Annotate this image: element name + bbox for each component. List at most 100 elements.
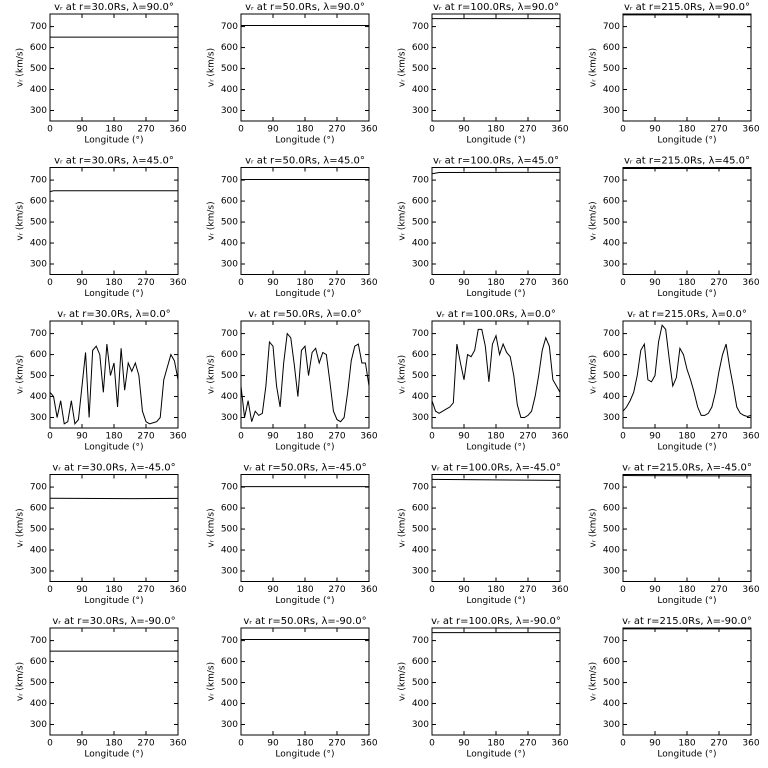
y-axis-label: vᵣ (km/s): [207, 48, 217, 87]
panel-title: vᵣ at r=100.0Rs, λ=0.0°: [436, 309, 556, 320]
y-tick-label: 300: [30, 106, 47, 116]
y-tick-label: 300: [603, 567, 620, 577]
x-tick-label: 270: [137, 585, 154, 595]
y-tick-label: 400: [30, 699, 47, 709]
x-tick-label: 90: [458, 432, 470, 442]
x-axis-label: Longitude (°): [657, 136, 716, 146]
y-tick-label: 300: [221, 106, 238, 116]
x-tick-label: 360: [551, 739, 568, 749]
y-axis-label: vᵣ (km/s): [16, 48, 26, 87]
x-tick-label: 90: [649, 585, 661, 595]
x-tick-label: 360: [551, 432, 568, 442]
y-tick-label: 600: [412, 43, 429, 53]
x-tick-label: 180: [296, 432, 313, 442]
y-tick-label: 600: [412, 504, 429, 514]
y-tick-label: 600: [412, 197, 429, 207]
y-tick-label: 600: [412, 657, 429, 667]
y-tick-label: 300: [30, 720, 47, 730]
y-tick-label: 500: [30, 218, 47, 228]
panel-title: vᵣ at r=50.0Rs, λ=0.0°: [248, 309, 361, 320]
x-tick-label: 180: [487, 125, 504, 135]
x-tick-label: 360: [742, 585, 759, 595]
y-tick-label: 500: [412, 678, 429, 688]
x-tick-label: 90: [649, 125, 661, 135]
y-tick-label: 600: [603, 504, 620, 514]
y-tick-label: 300: [412, 413, 429, 423]
y-axis-label: vᵣ (km/s): [589, 508, 599, 547]
plot-frame: [622, 627, 752, 736]
x-tick-label: 0: [47, 278, 53, 288]
panel: vᵣ at r=100.0Rs, λ=-90.0° Longitude (°) vᵣ…: [398, 616, 569, 760]
panel: vᵣ at r=50.0Rs, λ=90.0° Longitude (°) vᵣ (…: [207, 2, 378, 146]
x-axis-label: Longitude (°): [466, 443, 525, 453]
y-tick-label: 500: [30, 678, 47, 688]
data-line: [431, 328, 561, 419]
plot-frame: [240, 474, 370, 582]
y-tick-label: 400: [412, 85, 429, 95]
y-tick-label: 400: [412, 392, 429, 402]
x-tick-label: 360: [742, 739, 759, 749]
y-tick-label: 300: [412, 720, 429, 730]
y-axis-label: vᵣ (km/s): [589, 201, 599, 240]
y-axis-label: vᵣ (km/s): [398, 662, 408, 701]
panel-title: vᵣ at r=30.0Rs, λ=90.0°: [54, 2, 174, 13]
x-tick-label: 90: [458, 585, 470, 595]
y-tick-label: 700: [412, 176, 429, 186]
x-tick-label: 0: [620, 125, 626, 135]
y-axis-label: vᵣ (km/s): [398, 48, 408, 87]
plot-frame: [622, 167, 752, 275]
y-tick-label: 500: [603, 218, 620, 228]
plot-frame: [49, 627, 179, 736]
y-tick-label: 300: [30, 260, 47, 270]
panel-title: vᵣ at r=100.0Rs, λ=-90.0°: [431, 616, 561, 627]
x-tick-label: 180: [105, 125, 122, 135]
x-tick-label: 180: [105, 739, 122, 749]
y-tick-label: 500: [603, 525, 620, 535]
x-tick-label: 360: [551, 585, 568, 595]
y-tick-label: 400: [412, 239, 429, 249]
x-tick-label: 0: [429, 585, 435, 595]
y-axis-label: vᵣ (km/s): [398, 201, 408, 240]
panel: vᵣ at r=30.0Rs, λ=-45.0° Longitude (°) vᵣ …: [16, 463, 187, 607]
x-tick-label: 0: [238, 432, 244, 442]
y-tick-label: 600: [30, 504, 47, 514]
y-tick-label: 600: [603, 197, 620, 207]
panel-title: vᵣ at r=50.0Rs, λ=90.0°: [245, 2, 365, 13]
panel-title: vᵣ at r=50.0Rs, λ=-45.0°: [243, 463, 366, 474]
y-tick-label: 500: [221, 64, 238, 74]
x-tick-label: 180: [296, 125, 313, 135]
y-tick-label: 400: [412, 546, 429, 556]
y-tick-label: 500: [221, 218, 238, 228]
y-tick-label: 700: [603, 636, 620, 646]
x-tick-label: 270: [328, 125, 345, 135]
y-tick-label: 500: [221, 371, 238, 381]
x-tick-label: 90: [458, 739, 470, 749]
x-axis-label: Longitude (°): [657, 596, 716, 606]
y-tick-label: 700: [221, 636, 238, 646]
y-axis-label: vᵣ (km/s): [207, 201, 217, 240]
x-tick-label: 0: [429, 432, 435, 442]
x-tick-label: 90: [458, 125, 470, 135]
x-tick-label: 270: [328, 739, 345, 749]
panel: vᵣ at r=100.0Rs, λ=45.0° Longitude (°) vᵣ …: [398, 156, 569, 300]
panel: vᵣ at r=215.0Rs, λ=45.0° Longitude (°) vᵣ …: [589, 156, 760, 300]
x-tick-label: 90: [76, 278, 88, 288]
y-tick-label: 600: [221, 657, 238, 667]
y-tick-label: 700: [412, 483, 429, 493]
y-tick-label: 600: [603, 43, 620, 53]
plot-frame: [431, 627, 561, 736]
y-tick-label: 500: [412, 371, 429, 381]
y-axis-label: vᵣ (km/s): [398, 355, 408, 394]
plot-frame: [240, 13, 370, 122]
x-tick-label: 360: [169, 432, 186, 442]
y-tick-label: 600: [30, 43, 47, 53]
data-line: [49, 190, 178, 193]
data-line: [622, 324, 752, 417]
plot-frame: [431, 13, 561, 122]
x-tick-label: 90: [76, 432, 88, 442]
x-tick-label: 90: [267, 739, 279, 749]
x-tick-label: 0: [620, 739, 626, 749]
x-tick-label: 0: [429, 739, 435, 749]
panel: vᵣ at r=30.0Rs, λ=90.0° Longitude (°) vᵣ (…: [16, 2, 187, 146]
x-tick-label: 180: [678, 432, 695, 442]
